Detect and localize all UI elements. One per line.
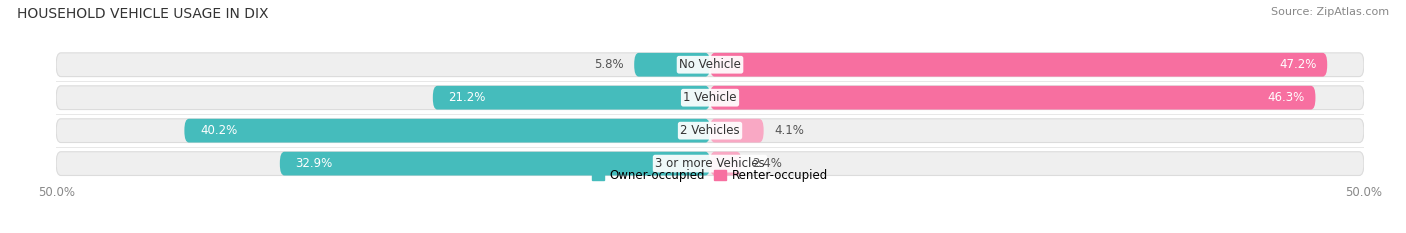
Text: HOUSEHOLD VEHICLE USAGE IN DIX: HOUSEHOLD VEHICLE USAGE IN DIX (17, 7, 269, 21)
Text: 5.8%: 5.8% (595, 58, 624, 71)
FancyBboxPatch shape (280, 152, 710, 175)
Text: 46.3%: 46.3% (1268, 91, 1305, 104)
FancyBboxPatch shape (634, 53, 710, 77)
FancyBboxPatch shape (710, 119, 763, 143)
FancyBboxPatch shape (184, 119, 710, 143)
Text: 3 or more Vehicles: 3 or more Vehicles (655, 157, 765, 170)
Text: 21.2%: 21.2% (449, 91, 486, 104)
Text: 47.2%: 47.2% (1279, 58, 1317, 71)
Text: 40.2%: 40.2% (200, 124, 238, 137)
Text: No Vehicle: No Vehicle (679, 58, 741, 71)
Text: 1 Vehicle: 1 Vehicle (683, 91, 737, 104)
FancyBboxPatch shape (710, 53, 1327, 77)
Text: 2 Vehicles: 2 Vehicles (681, 124, 740, 137)
Text: 4.1%: 4.1% (775, 124, 804, 137)
FancyBboxPatch shape (710, 152, 741, 175)
Legend: Owner-occupied, Renter-occupied: Owner-occupied, Renter-occupied (586, 164, 834, 187)
FancyBboxPatch shape (710, 86, 1316, 110)
Text: 2.4%: 2.4% (752, 157, 782, 170)
Text: Source: ZipAtlas.com: Source: ZipAtlas.com (1271, 7, 1389, 17)
FancyBboxPatch shape (56, 152, 1364, 175)
FancyBboxPatch shape (56, 86, 1364, 110)
FancyBboxPatch shape (56, 119, 1364, 143)
FancyBboxPatch shape (56, 53, 1364, 77)
FancyBboxPatch shape (433, 86, 710, 110)
Text: 32.9%: 32.9% (295, 157, 333, 170)
